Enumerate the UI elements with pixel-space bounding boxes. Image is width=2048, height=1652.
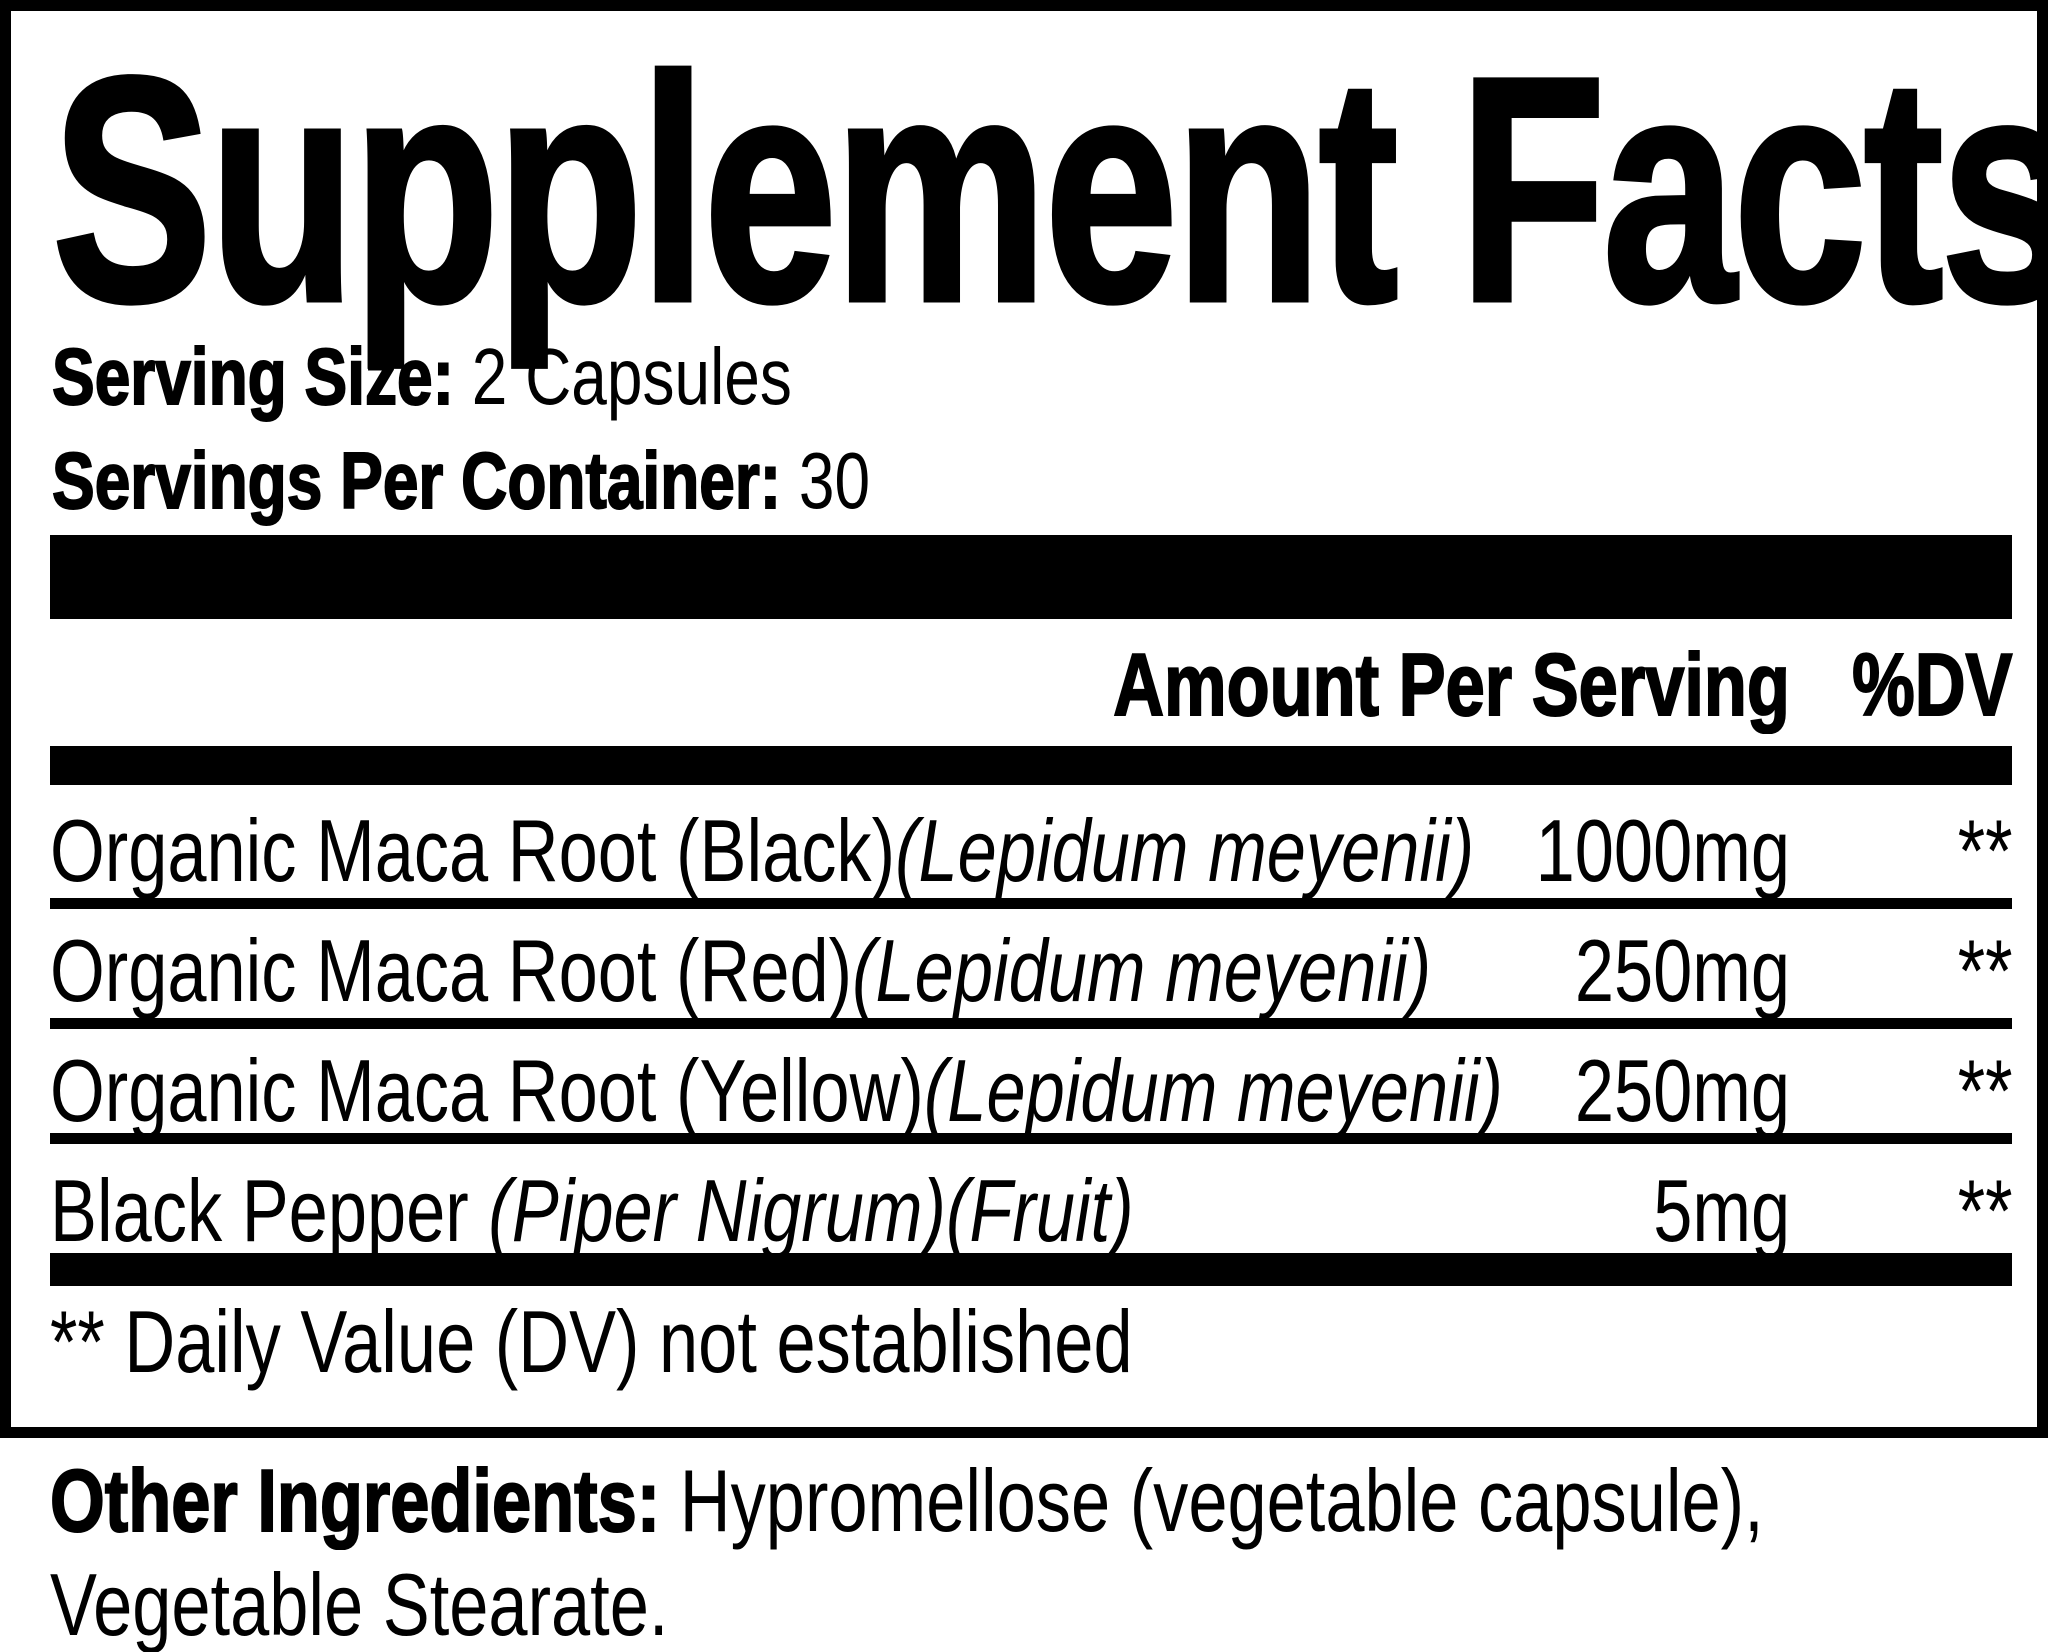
thick-separator-top [50, 535, 2012, 619]
dv-footnote: ** Daily Value (DV) not established [50, 1298, 1403, 1386]
ingredient-latin-name: (Lepidum meyenii) [852, 921, 1432, 1020]
other-ingredients-value-line2: Vegetable Stearate. [50, 1555, 669, 1652]
serving-size-value: 2 Capsules [471, 332, 792, 421]
ingredient-amount: 250mg [1574, 1041, 1790, 1140]
ingredient-amount: 1000mg [1535, 801, 1790, 900]
ingredient-row-maca-red: Organic Maca Root (Red)(Lepidum meyenii)… [50, 920, 2012, 1020]
ingredient-latin-name: (Piper Nigrum)(Fruit) [488, 1161, 1134, 1260]
servings-per-container-label: Servings Per Container: [51, 436, 782, 525]
ingredient-row-maca-black: Organic Maca Root (Black)(Lepidum meyeni… [50, 800, 2012, 900]
row-divider [50, 898, 2012, 909]
ingredient-dv: ** [1957, 921, 2012, 1020]
ingredient-row-maca-yellow: Organic Maca Root (Yellow)(Lepidum meyen… [50, 1040, 2012, 1140]
ingredient-name: Organic Maca Root (Black) [50, 801, 896, 900]
serving-size-label: Serving Size: [51, 332, 455, 421]
thick-separator-bottom [50, 1253, 2012, 1286]
other-ingredients-line2: Vegetable Stearate. [50, 1561, 823, 1649]
ingredient-amount: 250mg [1574, 921, 1790, 1020]
ingredient-name: Organic Maca Root (Red) [50, 921, 853, 1020]
ingredient-latin-name: (Lepidum meyenii) [923, 1041, 1503, 1140]
ingredient-latin-name: (Lepidum meyenii) [895, 801, 1475, 900]
ingredient-row-black-pepper: Black Pepper (Piper Nigrum)(Fruit) 5mg *… [50, 1160, 2012, 1260]
servings-per-container-line: Servings Per Container: 30 [51, 440, 1075, 522]
ingredient-dv: ** [1957, 801, 2012, 900]
dv-header: %DV [1851, 634, 2013, 735]
label-title-text: Supplement Facts [50, 10, 2048, 368]
facts-box-border [0, 0, 2048, 1438]
serving-size-line: Serving Size: 2 Capsules [51, 336, 977, 418]
column-header-row: Amount Per Serving %DV [50, 634, 2012, 735]
row-divider [50, 1133, 2012, 1144]
label-title: Supplement Facts [50, 10, 2048, 368]
header-separator-bar [50, 746, 2012, 785]
ingredient-dv: ** [1957, 1041, 2012, 1140]
other-ingredients-label: Other Ingredients: [49, 1451, 661, 1550]
amount-per-serving-header: Amount Per Serving [1112, 634, 1790, 735]
row-divider [50, 1018, 2012, 1029]
other-ingredients-line1: Other Ingredients: Hypromellose (vegetab… [49, 1456, 2048, 1546]
ingredient-dv: ** [1957, 1161, 2012, 1260]
dv-footnote-text: ** Daily Value (DV) not established [50, 1292, 1133, 1391]
other-ingredients-value-line1: Hypromellose (vegetable capsule), [679, 1451, 1764, 1550]
ingredient-name: Organic Maca Root (Yellow) [50, 1041, 924, 1140]
ingredient-name: Black Pepper [50, 1161, 489, 1260]
servings-per-container-value: 30 [798, 436, 871, 525]
ingredient-amount: 5mg [1653, 1161, 1790, 1260]
